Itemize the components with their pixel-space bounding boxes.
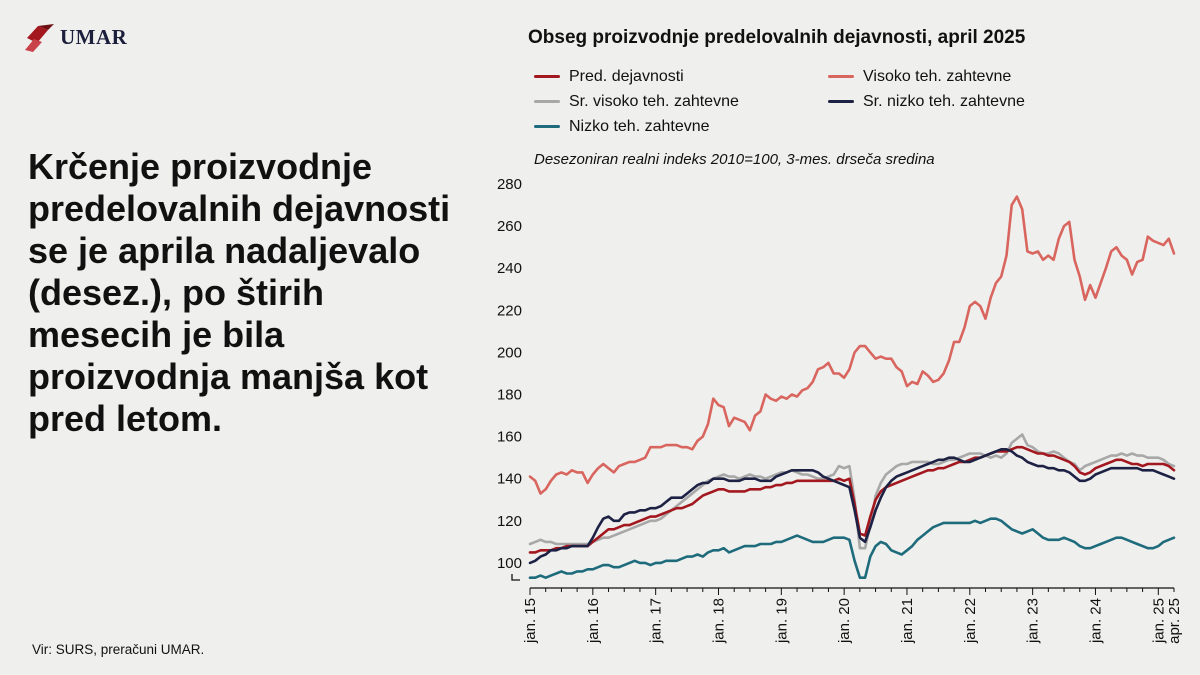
y-tick-label: 120 [497,513,522,530]
legend-swatch [534,75,560,78]
x-tick-label: jan. 19 [773,598,790,644]
legend-label: Nizko teh. zahtevne [569,117,710,135]
y-tick-label: 160 [497,429,522,446]
chart-legend: Pred. dejavnosti Visoko teh. zahtevne Sr. … [534,66,1174,137]
legend-swatch [828,75,854,78]
y-tick-label: 200 [497,344,522,361]
y-tick-label: 100 [497,555,522,572]
x-tick-label: jan. 23 [1025,598,1042,644]
source-note: Vir: SURS, preračuni UMAR. [32,642,205,657]
legend-item: Pred. dejavnosti [534,66,828,87]
axis-break-mark [511,574,520,581]
x-tick-label: jan. 21 [899,598,916,644]
x-tick-label: jan. 25 [1150,598,1167,644]
legend-swatch [828,100,854,103]
headline: Krčenje proizvodnje predelovalnih dejavn… [28,146,451,439]
legend-item: Visoko teh. zahtevne [828,66,1128,87]
x-tick-label: jan. 18 [710,598,727,644]
series-line-nizko [528,517,1176,579]
umar-logo: UMAR [24,22,127,52]
x-tick-label: jan. 15 [522,598,539,644]
legend-label: Visoko teh. zahtevne [863,67,1012,85]
legend-swatch [534,125,560,128]
y-tick-label: 220 [497,302,522,319]
y-tick-label: 260 [497,218,522,235]
x-tick-label: jan. 16 [585,598,602,644]
legend-item: Nizko teh. zahtevne [534,116,828,137]
umar-logo-icon [25,24,54,52]
x-tick-label: jan. 17 [648,598,665,644]
y-tick-label: 180 [497,387,522,404]
chart-subtitle: Desezoniran realni indeks 2010=100, 3-me… [534,151,935,168]
y-tick-label: 280 [497,176,522,193]
legend-label: Sr. nizko teh. zahtevne [863,92,1025,110]
legend-item: Sr. visoko teh. zahtevne [534,91,828,112]
x-tick-label: jan. 22 [962,598,979,644]
y-tick-label: 140 [497,471,522,488]
y-tick-label: 240 [497,260,522,277]
chart-title: Obseg proizvodnje predelovalnih dejavnos… [528,27,1026,48]
legend-label: Sr. visoko teh. zahtevne [569,92,739,110]
x-tick-label: jan. 20 [836,598,853,644]
x-tick-label: apr. 25 [1166,598,1183,644]
umar-logo-text: UMAR [60,24,128,49]
series-line-sr-nizko [528,448,1176,565]
legend-label: Pred. dejavnosti [569,67,684,85]
x-tick-label: jan. 24 [1087,598,1104,644]
series-line-pred [528,445,1176,554]
legend-swatch [534,100,560,103]
legend-item: Sr. nizko teh. zahtevne [828,91,1128,112]
series-line-visoko [528,195,1176,495]
